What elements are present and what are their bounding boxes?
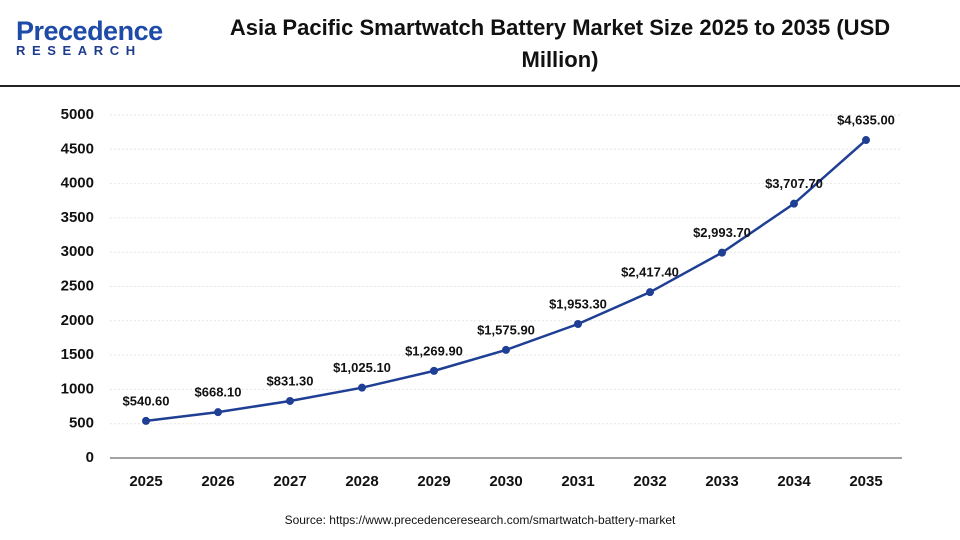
x-tick-label: 2026 [201,473,234,490]
value-label: $1,575.90 [477,322,535,337]
y-tick-label: 1000 [61,380,94,397]
y-tick-label: 1500 [61,346,94,363]
logo: Precedence RESEARCH [16,16,163,58]
x-tick-label: 2031 [561,473,594,490]
x-tick-label: 2025 [129,473,162,490]
x-tick-label: 2032 [633,473,666,490]
value-label: $1,025.10 [333,360,391,375]
y-tick-label: 4500 [61,140,94,157]
value-label: $831.30 [267,373,314,388]
point [790,199,798,208]
point [574,320,582,329]
value-label: $2,417.40 [621,265,679,280]
value-label: $4,635.00 [837,112,895,127]
value-label: $3,707.70 [765,176,823,191]
value-label: $540.60 [123,393,170,408]
x-tick-label: 2034 [777,473,811,490]
point [646,288,654,297]
point [142,416,150,425]
y-tick-label: 4000 [61,175,94,192]
logo-sub: RESEARCH [16,43,142,58]
x-tick-label: 2027 [273,473,306,490]
line [145,139,867,423]
header-rule [0,85,960,87]
y-tick-label: 2000 [61,312,94,329]
point [430,366,438,375]
chart-title: Asia Pacific Smartwatch Battery Market S… [229,15,891,72]
point [358,383,366,392]
x-tick-label: 2035 [849,473,882,490]
value-label: $1,953.30 [549,296,607,311]
y-tick-label: 3000 [61,243,94,260]
y-tick-label: 2500 [61,277,94,294]
point [718,248,726,257]
y-tick-label: 500 [69,415,94,432]
value-label: $668.10 [195,385,242,400]
x-tick-label: 2029 [417,473,450,490]
value-label: $2,993.70 [693,225,751,240]
point [286,396,294,405]
source: Source: https://www.precedenceresearch.c… [285,513,676,527]
x-tick-label: 2033 [705,473,738,490]
y-tick-label: 5000 [61,106,94,123]
y-tick-label: 0 [86,449,94,466]
y-tick-label: 3500 [61,209,94,226]
point [862,136,870,145]
x-tick-label: 2030 [489,473,522,490]
value-label: $1,269.90 [405,343,463,358]
point [214,408,222,417]
point [502,345,510,354]
logo-name: Precedence [16,16,163,46]
x-tick-label: 2028 [345,473,378,490]
